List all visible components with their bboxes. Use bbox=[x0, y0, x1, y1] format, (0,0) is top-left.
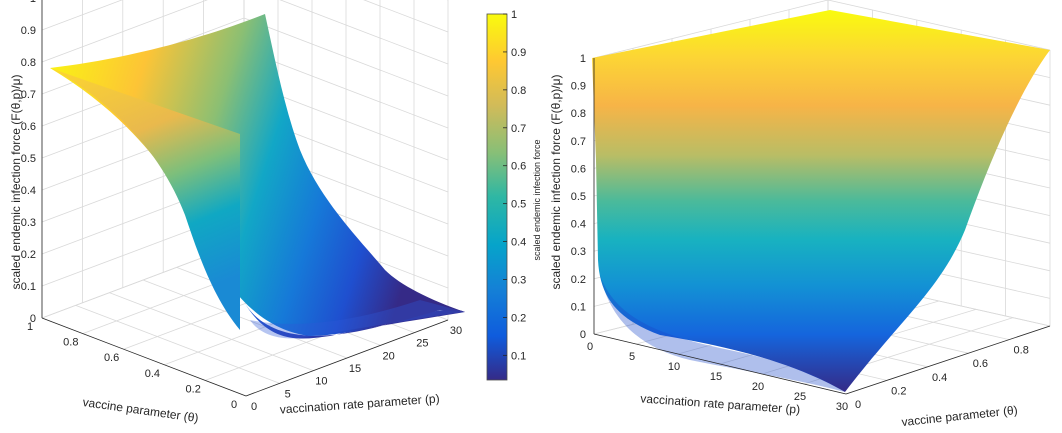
left-y-tick-label: 0.2 bbox=[186, 383, 201, 395]
right-x-tick-label: 20 bbox=[752, 381, 764, 393]
left-y-tick-label: 0.4 bbox=[145, 368, 160, 380]
right-z-tick-label: 1 bbox=[580, 53, 586, 65]
left-z-tick-label: 0.8 bbox=[21, 57, 36, 69]
colorbar-tick-label: 0.8 bbox=[511, 85, 526, 97]
left-z-tick-label: 0.2 bbox=[21, 249, 36, 261]
left-x-tick-label: 20 bbox=[383, 350, 395, 362]
right-y-tick-label: 0 bbox=[855, 399, 861, 411]
left-z-tick-label: 0.3 bbox=[21, 217, 36, 229]
left-x-tick-label: 25 bbox=[416, 338, 428, 350]
colorbar-tick-label: 0.4 bbox=[511, 237, 526, 249]
left-y-tick-label: 0 bbox=[231, 399, 237, 411]
right-z-axis-label: scaled endemic infection force (F(θ,p)/μ… bbox=[549, 74, 563, 289]
left-z-axis-label: scaled endemic infection force (F(θ,p)/μ… bbox=[9, 74, 23, 289]
left-x-tick-label: 5 bbox=[285, 388, 291, 400]
left-x-tick-label: 10 bbox=[315, 376, 327, 388]
right-surface-plot: 0 5 10 15 20 25 30 0 0.2 0.4 0.6 0.8 0 0.1 0.2 0.3 0.4 0.… bbox=[549, 0, 1051, 429]
left-x-tick-label: 30 bbox=[450, 325, 462, 337]
left-floor-gridline bbox=[142, 279, 348, 359]
left-z-tick-label: 0.5 bbox=[21, 153, 36, 165]
colorbar-tick-label: 0.6 bbox=[511, 161, 526, 173]
left-ticks: 05101520253000.20.40.60.8100.10.20.30.40… bbox=[21, 0, 462, 413]
left-z-tick-label: 0.1 bbox=[21, 281, 36, 293]
left-x-axis-line bbox=[245, 319, 449, 397]
left-surface-plot: 05101520253000.20.40.60.8100.10.20.30.40… bbox=[9, 0, 465, 425]
right-y-tick-label: 0.6 bbox=[973, 358, 988, 370]
left-y-axis-line bbox=[41, 317, 247, 397]
right-z-tick-label: 0.4 bbox=[571, 219, 586, 231]
colorbar-tick-label: 0.3 bbox=[511, 274, 526, 286]
left-surface-frontal bbox=[50, 14, 465, 336]
right-y-tick-label: 0.2 bbox=[891, 385, 906, 397]
colorbar: 0.1 0.2 0.3 0.4 0.5 0.6 0.7 0.8 0.9 1 scaled ende… bbox=[486, 9, 542, 381]
left-surface-side-face bbox=[50, 68, 240, 330]
left-surface-shade bbox=[250, 300, 465, 339]
right-x-tick-label: 5 bbox=[629, 351, 635, 363]
right-surface-shade bbox=[600, 275, 845, 392]
colorbar-tick-label: 1 bbox=[511, 9, 517, 21]
left-wall-gridline bbox=[41, 0, 208, 63]
left-z-tick-label: 0.6 bbox=[21, 121, 36, 133]
right-z-tick-label: 0.5 bbox=[571, 191, 586, 203]
right-z-tick-label: 0.7 bbox=[571, 136, 586, 148]
left-z-tick-label: 0 bbox=[30, 313, 36, 325]
colorbar-tick-label: 0.2 bbox=[511, 312, 526, 324]
right-surface-body bbox=[592, 10, 1050, 392]
left-floor-gridline bbox=[75, 304, 280, 384]
right-ticks: 0 5 10 15 20 25 30 0 0.2 0.4 0.6 0.8 0 0.1 0.2 0.3 0.4 0.… bbox=[571, 53, 1051, 413]
right-y-axis-label: vaccine parameter (θ) bbox=[901, 403, 1019, 428]
colorbar-gradient bbox=[486, 13, 508, 381]
right-z-tick-label: 0.2 bbox=[571, 274, 586, 286]
right-x-tick-label: 10 bbox=[668, 361, 680, 373]
colorbar-label: scaled endemic infection force bbox=[532, 139, 542, 260]
colorbar-tick-label: 0.7 bbox=[511, 123, 526, 135]
left-y-tick-label: 0.6 bbox=[104, 352, 119, 364]
left-z-tick-label: 0.9 bbox=[21, 25, 36, 37]
left-x-axis-label: vaccination rate parameter (p) bbox=[279, 391, 440, 416]
left-floor-gridline bbox=[109, 292, 314, 372]
colorbar-ticks: 0.1 0.2 0.3 0.4 0.5 0.6 0.7 0.8 0.9 1 bbox=[503, 9, 526, 362]
right-y-tick-label: 0.8 bbox=[1014, 345, 1029, 357]
left-y-tick-label: 0.8 bbox=[63, 337, 78, 349]
right-x-axis-line bbox=[593, 333, 847, 395]
right-z-tick-label: 0.9 bbox=[571, 81, 586, 93]
left-wall-gridline bbox=[41, 0, 123, 31]
right-x-tick-label: 0 bbox=[587, 341, 593, 353]
left-surface bbox=[50, 14, 465, 339]
right-y-tick-label: 0.4 bbox=[932, 372, 947, 384]
right-wall-gridline bbox=[827, 0, 1051, 51]
right-x-tick-label: 25 bbox=[794, 391, 806, 403]
colorbar-tick-label: 0.5 bbox=[511, 199, 526, 211]
left-z-tick-label: 0.7 bbox=[21, 89, 36, 101]
right-x-tick-label: 15 bbox=[710, 371, 722, 383]
left-z-tick-label: 1 bbox=[30, 0, 36, 5]
right-z-tick-label: 0.8 bbox=[571, 108, 586, 120]
left-y-axis-label: vaccine parameter (θ) bbox=[82, 395, 200, 425]
right-x-axis-label: vaccination rate parameter (p) bbox=[640, 391, 801, 416]
right-z-tick-label: 0.6 bbox=[571, 163, 586, 175]
left-z-tick-label: 0.4 bbox=[21, 185, 36, 197]
left-y-tick-label: 1 bbox=[27, 321, 33, 333]
colorbar-tick-label: 0.1 bbox=[511, 350, 526, 362]
right-surface bbox=[592, 10, 1050, 392]
left-surface-bottom bbox=[244, 302, 465, 339]
right-z-tick-label: 0.1 bbox=[571, 301, 586, 313]
left-x-tick-label: 15 bbox=[349, 363, 361, 375]
right-y-axis-line bbox=[845, 325, 1051, 395]
right-z-tick-label: 0.3 bbox=[571, 246, 586, 258]
colorbar-tick-label: 0.9 bbox=[511, 47, 526, 59]
left-x-tick-label: 0 bbox=[251, 401, 257, 413]
right-z-tick-label: 0 bbox=[580, 329, 586, 341]
right-x-tick-label: 30 bbox=[836, 401, 848, 413]
